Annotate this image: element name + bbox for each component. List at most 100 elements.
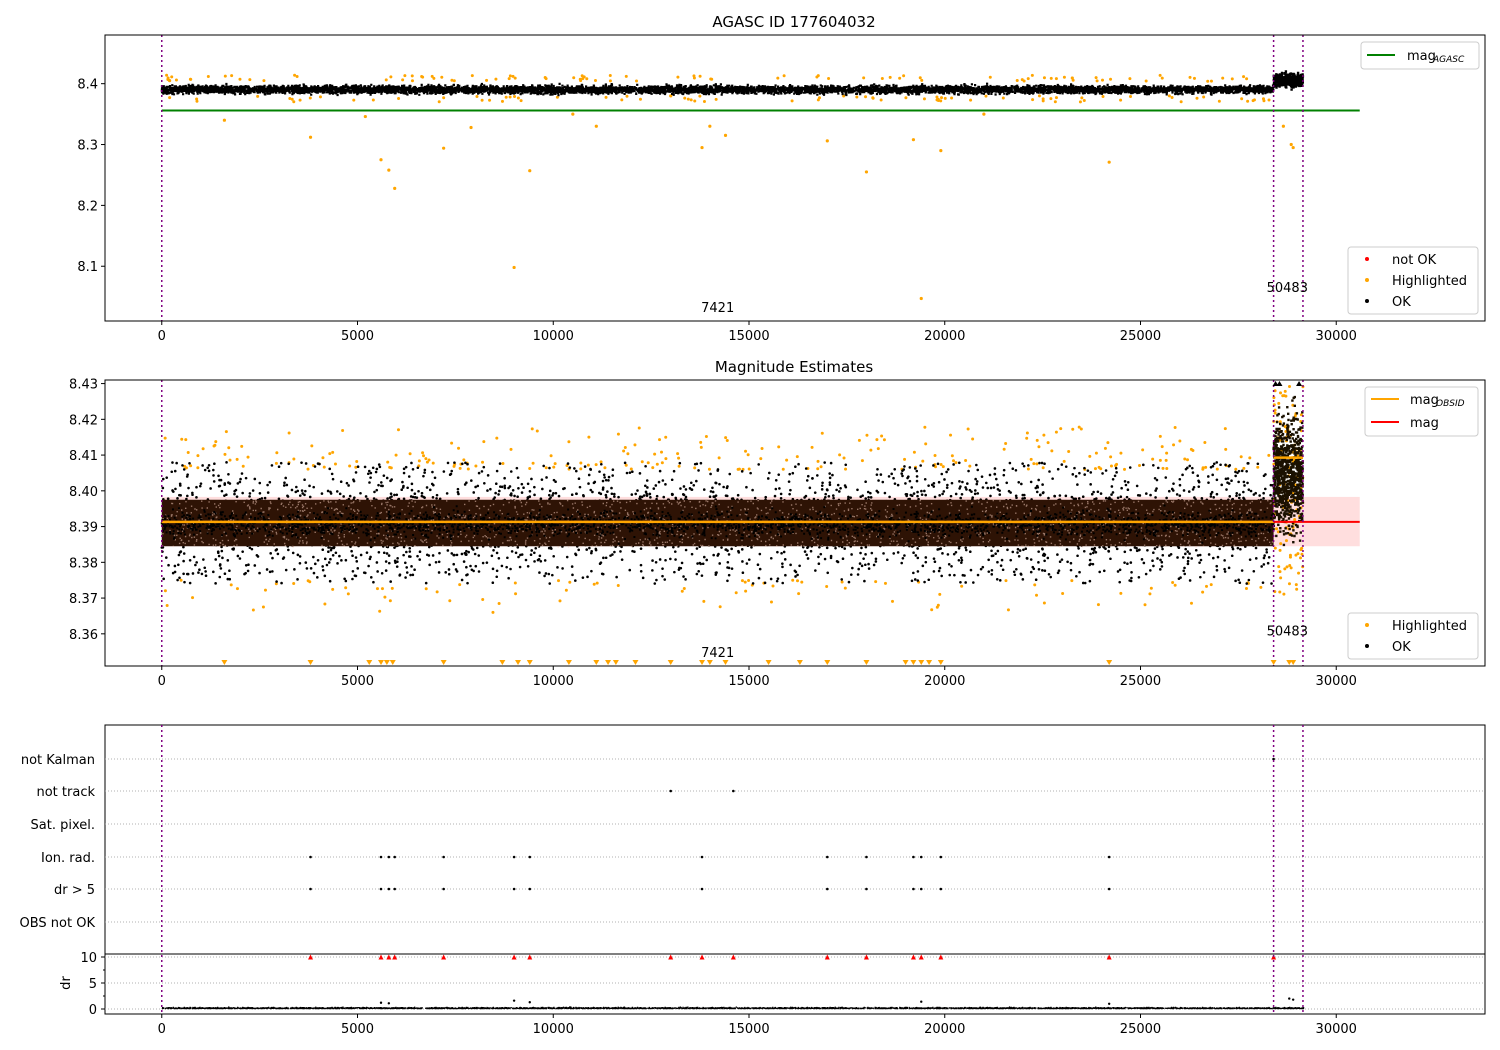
highlighted-point (702, 599, 706, 603)
ok-point (859, 495, 863, 499)
highlighted-point (1103, 446, 1107, 450)
ok-point (247, 563, 250, 566)
ok-point (402, 553, 405, 557)
ok-point (329, 557, 332, 561)
highlighted-point (481, 460, 485, 464)
ok-point (670, 492, 674, 496)
ok-point (1235, 492, 1239, 495)
ok-point (976, 468, 980, 472)
ok-point (185, 572, 189, 576)
highlighted-point (1164, 458, 1168, 462)
ok-point (1230, 479, 1233, 482)
highlighted-point (308, 96, 312, 100)
ok-point (1142, 561, 1146, 565)
ok-point (1154, 489, 1157, 492)
ok-point (185, 497, 188, 501)
ok-point (1239, 547, 1242, 551)
ok-point (328, 579, 332, 583)
highlighted-point (1287, 384, 1291, 388)
highlighted-point (746, 453, 750, 457)
ok-point (476, 484, 480, 488)
highlighted-point (819, 465, 823, 469)
ok-point (260, 497, 264, 500)
ok-point (781, 581, 785, 585)
highlighted-point (855, 95, 859, 99)
highlighted-point (511, 74, 515, 78)
ok-point (185, 475, 189, 478)
highlighted-point (800, 580, 804, 584)
highlighted-point (424, 587, 428, 591)
ok-point (588, 546, 591, 550)
highlighted-point (1070, 76, 1074, 80)
ok-point (1183, 566, 1186, 570)
ok-point (1074, 475, 1078, 478)
ok-point (369, 471, 373, 475)
ok-point (447, 568, 451, 571)
highlighted-point (408, 452, 412, 456)
ok-point (652, 487, 656, 490)
ok-point (957, 547, 961, 550)
ok-point (519, 553, 522, 557)
ok-point (269, 552, 272, 555)
ok-point (1083, 581, 1087, 585)
ok-point (423, 468, 427, 472)
ok-point (953, 573, 956, 577)
clipped-marker (612, 660, 619, 665)
ok-point (493, 545, 497, 549)
dr-clipped-marker (308, 954, 314, 960)
ok-point (1094, 551, 1098, 554)
highlighted-point (1119, 451, 1123, 455)
ok-point (1212, 556, 1215, 560)
ok-point (1238, 493, 1241, 496)
ok-point (304, 489, 307, 493)
ok-point (870, 551, 874, 555)
ok-point (362, 571, 366, 574)
highlighted-point (480, 98, 484, 102)
ok-point (591, 490, 594, 494)
ok-point (495, 469, 499, 473)
ok-point (598, 562, 602, 565)
clipped-marker (1106, 660, 1113, 665)
highlighted-point (1128, 77, 1132, 81)
ok-point (835, 559, 839, 563)
highlighted-point (593, 78, 597, 82)
highlighted-point (686, 97, 690, 101)
ok-point (620, 558, 624, 561)
ok-point (186, 494, 189, 498)
ok-point (1158, 568, 1162, 571)
ok-point (1126, 562, 1129, 565)
highlighted-point (1293, 414, 1297, 418)
ok-point (1077, 547, 1080, 550)
highlighted-point (1138, 464, 1142, 468)
ok-point (1009, 558, 1013, 562)
ok-point (610, 486, 613, 490)
ok-point (1215, 564, 1219, 568)
highlighted-point (388, 599, 392, 603)
ok-point (941, 552, 944, 555)
ok-point (356, 465, 360, 469)
ok-point (745, 485, 748, 489)
highlighted-point (263, 588, 267, 592)
legend-marker (1365, 299, 1369, 303)
ok-point (530, 549, 534, 552)
ok-point (327, 550, 330, 553)
ok-point (859, 551, 862, 555)
highlighted-point (469, 125, 473, 130)
highlighted-point (422, 454, 426, 458)
ok-point (416, 554, 419, 558)
ok-point (246, 569, 250, 573)
ok-point (204, 574, 208, 577)
ok-point (1191, 488, 1195, 491)
ok-point (284, 568, 288, 572)
ok-point (404, 465, 408, 469)
ok-point (275, 580, 278, 583)
ok-point (1039, 493, 1042, 497)
dr-clipped-marker (938, 954, 944, 960)
highlighted-point (1049, 76, 1053, 80)
highlighted-point (485, 78, 489, 82)
ok-point (820, 484, 824, 487)
dr-point (1107, 1002, 1111, 1005)
ok-point (964, 581, 967, 584)
ok-point (817, 562, 821, 565)
highlighted-point (1037, 445, 1041, 449)
